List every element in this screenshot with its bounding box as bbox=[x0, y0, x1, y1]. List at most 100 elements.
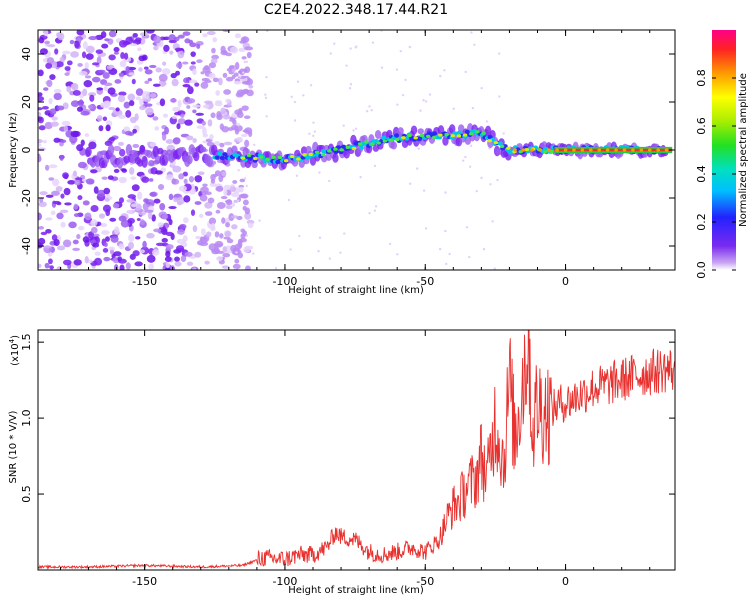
noise-blob bbox=[84, 75, 92, 79]
tone-highlight bbox=[240, 156, 246, 160]
noise-blob bbox=[161, 237, 168, 243]
noise-dot bbox=[354, 127, 358, 130]
noise-blob bbox=[202, 104, 210, 109]
noise-blob bbox=[165, 250, 171, 258]
noise-blob bbox=[222, 114, 231, 120]
y-tick-label: 40 bbox=[20, 47, 33, 61]
noise-dot bbox=[317, 249, 320, 253]
noise-blob bbox=[90, 226, 98, 234]
noise-blob bbox=[211, 47, 216, 54]
noise-blob bbox=[114, 226, 120, 235]
noise-blob bbox=[182, 171, 188, 177]
noise-blob bbox=[208, 72, 216, 79]
noise-blob bbox=[204, 211, 213, 216]
noise-blob bbox=[96, 87, 104, 91]
noise-blob bbox=[84, 212, 92, 221]
noise-dot bbox=[237, 199, 240, 202]
noise-blob bbox=[44, 121, 53, 130]
noise-blob bbox=[244, 46, 254, 51]
tone-halo bbox=[193, 151, 200, 162]
noise-blob bbox=[142, 202, 150, 211]
noise-blob bbox=[96, 56, 102, 65]
noise-blob bbox=[240, 228, 246, 233]
x-tick-label: 0 bbox=[562, 275, 569, 288]
noise-blob bbox=[244, 139, 250, 148]
noise-dot bbox=[293, 100, 297, 104]
tone-highlight bbox=[475, 130, 480, 134]
noise-blob bbox=[95, 49, 104, 54]
noise-blob bbox=[197, 240, 205, 246]
colorbar-label: Normalized spectral amplitude bbox=[738, 73, 749, 227]
noise-blob bbox=[232, 180, 238, 184]
noise-dot bbox=[342, 124, 345, 127]
noise-blob bbox=[85, 178, 95, 185]
noise-blob bbox=[106, 65, 113, 70]
tone-highlight bbox=[407, 134, 412, 138]
noise-blob bbox=[39, 191, 48, 196]
carrier-peak bbox=[631, 148, 635, 152]
noise-blob bbox=[105, 124, 111, 132]
carrier-peak bbox=[589, 148, 593, 152]
noise-blob bbox=[143, 66, 149, 70]
noise-blob bbox=[127, 217, 135, 224]
noise-blob bbox=[204, 201, 213, 209]
noise-dot bbox=[468, 255, 471, 259]
noise-blob bbox=[165, 174, 174, 181]
noise-blob bbox=[171, 78, 179, 87]
noise-blob bbox=[94, 251, 101, 256]
chart-title: C2E4.2022.348.17.44.R21 bbox=[264, 2, 448, 18]
tone-highlight bbox=[506, 146, 511, 150]
noise-blob bbox=[241, 80, 251, 85]
carrier-peak bbox=[664, 148, 669, 152]
noise-blob bbox=[216, 201, 226, 210]
noise-blob bbox=[138, 67, 143, 72]
y-tick-label: 1.0 bbox=[20, 409, 33, 427]
noise-dot bbox=[235, 251, 238, 254]
noise-blob bbox=[246, 51, 252, 59]
noise-blob bbox=[60, 193, 65, 199]
noise-blob bbox=[90, 169, 98, 174]
noise-blob bbox=[49, 108, 57, 115]
noise-blob bbox=[184, 119, 193, 126]
noise-blob bbox=[56, 105, 65, 111]
noise-blob bbox=[174, 256, 180, 262]
noise-dot bbox=[343, 232, 346, 235]
noise-blob bbox=[176, 123, 181, 130]
tone-core bbox=[217, 151, 223, 156]
noise-blob bbox=[62, 239, 72, 248]
noise-blob bbox=[59, 154, 64, 161]
colorbar-tick-label: 0.8 bbox=[695, 69, 708, 87]
spectrogram-x-axis: -150 -100 -50 0 bbox=[59, 30, 651, 288]
tone-halo bbox=[152, 145, 160, 158]
noise-blob bbox=[182, 84, 191, 88]
noise-blob bbox=[72, 90, 81, 96]
noise-blob bbox=[221, 217, 226, 224]
noise-dot bbox=[328, 179, 331, 183]
noise-dot bbox=[396, 253, 399, 256]
noise-dot bbox=[368, 212, 371, 215]
noise-blob bbox=[157, 222, 164, 228]
tone-highlight bbox=[382, 139, 388, 143]
tone-halo bbox=[242, 147, 249, 158]
noise-blob bbox=[210, 112, 216, 119]
noise-blob bbox=[38, 154, 41, 162]
snr-frame bbox=[37, 329, 676, 571]
noise-blob bbox=[43, 30, 49, 37]
colorbar: 0.0 0.2 0.4 0.6 0.8 Normalized spectral ampl… bbox=[695, 30, 749, 279]
noise-blob bbox=[233, 80, 242, 85]
tone-highlight bbox=[543, 150, 548, 154]
noise-blob bbox=[222, 72, 228, 78]
noise-blob bbox=[168, 205, 177, 210]
noise-blob bbox=[214, 141, 221, 146]
noise-blob bbox=[114, 79, 122, 84]
tone-highlight bbox=[271, 155, 276, 159]
noise-dot bbox=[404, 78, 407, 82]
noise-blob bbox=[183, 195, 191, 203]
noise-dot bbox=[253, 143, 256, 147]
noise-blob bbox=[194, 175, 203, 183]
noise-blob bbox=[233, 72, 239, 77]
noise-blob bbox=[155, 170, 163, 175]
noise-blob bbox=[130, 176, 137, 180]
noise-blob bbox=[113, 46, 120, 53]
noise-dot bbox=[245, 234, 249, 237]
